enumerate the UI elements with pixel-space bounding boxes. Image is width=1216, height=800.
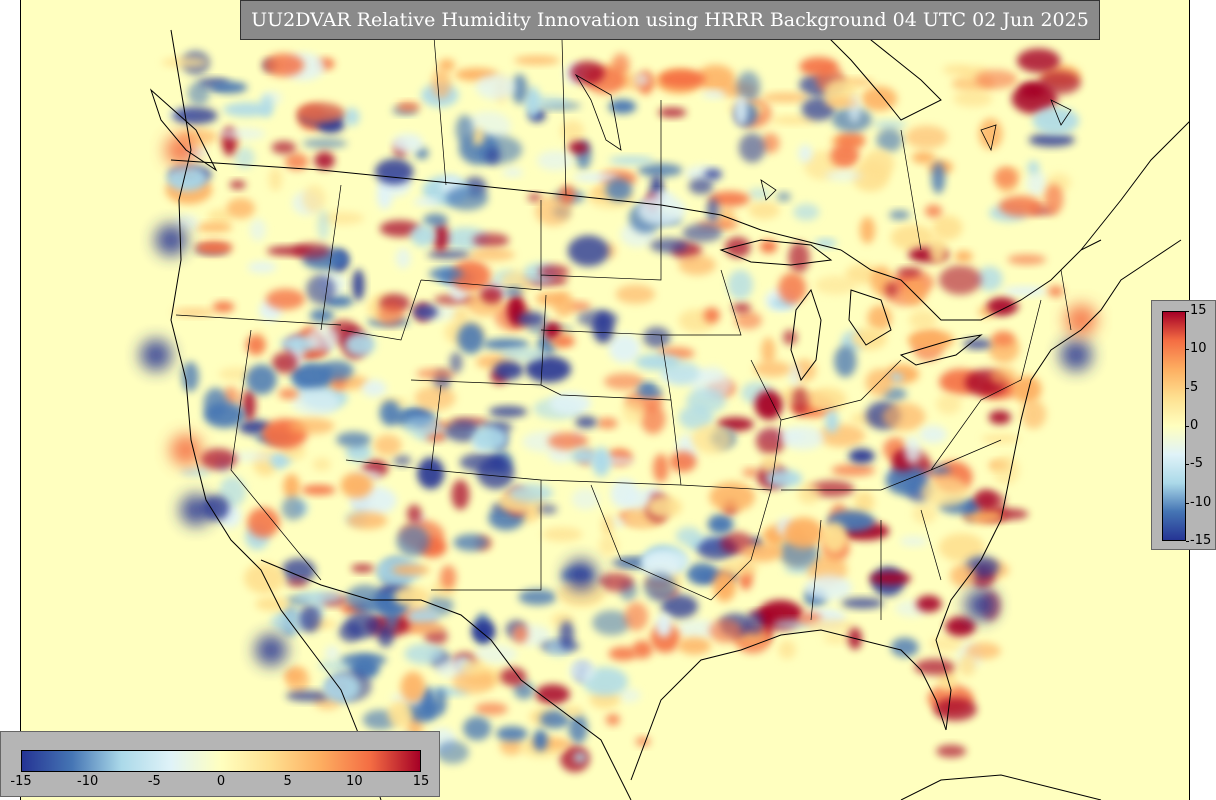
map-panel (20, 0, 1190, 800)
horizontal-colorbar: -15 -10 -5 0 5 10 15 (0, 731, 440, 797)
map-boundaries (149, 0, 1189, 800)
atlantic-coast (980, 239, 1182, 561)
vertical-colorbar-tick-label: -5 (1190, 456, 1203, 472)
horizontal-colorbar-tick-label: -10 (77, 774, 99, 789)
vertical-colorbar-tick-mark (1186, 426, 1189, 427)
vertical-colorbar-tick-label: -10 (1190, 494, 1212, 510)
vertical-colorbar-tick-mark (1186, 464, 1189, 466)
vertical-colorbar: 15 10 5 0 -5 -10 -15 (1151, 300, 1216, 550)
northern-lakes (574, 73, 1072, 201)
canada-border (170, 159, 842, 251)
vertical-colorbar-tick-label: -15 (1190, 533, 1212, 548)
vertical-colorbar-strip (1162, 311, 1186, 541)
state-lines (175, 184, 1072, 621)
vertical-colorbar-tick-mark (1186, 311, 1189, 312)
vertical-colorbar-tick-label: 15 (1190, 303, 1207, 318)
horizontal-colorbar-tick-label: 5 (283, 774, 292, 789)
vertical-colorbar-tick-mark (1186, 349, 1189, 351)
gulf-stlawrence (1080, 121, 1189, 251)
lake-michigan (790, 288, 822, 382)
horizontal-colorbar-tick-label: 10 (346, 774, 363, 789)
hudson-bay-coast (820, 0, 942, 121)
vancouver-island (149, 88, 218, 172)
vertical-colorbar-tick-mark (1186, 387, 1189, 389)
us-mexico-border (260, 559, 632, 800)
horizontal-colorbar-tick-label: 0 (216, 774, 226, 789)
lake-huron (848, 289, 892, 346)
lake-superior (719, 239, 833, 266)
humidity-innovation-field (140, 48, 1097, 773)
gulf-coast (630, 629, 947, 781)
horizontal-colorbar-tick-label: -15 (10, 774, 32, 789)
florida-east-coast (935, 559, 982, 731)
map-canvas (21, 0, 1189, 800)
horizontal-colorbar-tick-label: 15 (412, 774, 430, 789)
vertical-colorbar-tick-label: 0 (1190, 418, 1199, 433)
vertical-colorbar-tick-mark (1186, 541, 1189, 542)
lake-erie (899, 334, 983, 366)
vertical-colorbar-tick-label: 5 (1190, 379, 1199, 395)
horizontal-colorbar-tick-label: -5 (147, 774, 161, 789)
great-lakes-border (840, 239, 1102, 321)
horizontal-colorbar-strip (21, 750, 421, 772)
us-west-coast (170, 29, 382, 800)
cuba-coast (900, 774, 1102, 800)
vertical-colorbar-tick-mark (1186, 502, 1189, 504)
vertical-colorbar-tick-label: 10 (1190, 341, 1207, 357)
province-lines (430, 0, 922, 251)
map-title: UU2DVAR Relative Humidity Innovation usi… (240, 0, 1100, 40)
